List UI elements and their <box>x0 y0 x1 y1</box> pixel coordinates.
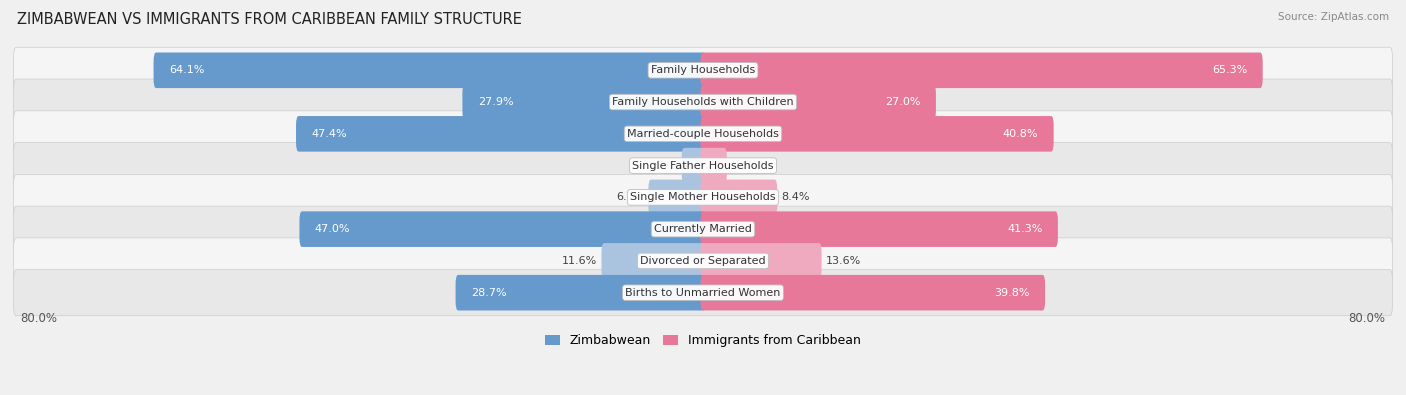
FancyBboxPatch shape <box>682 148 706 183</box>
Text: 64.1%: 64.1% <box>169 65 204 75</box>
Text: 6.1%: 6.1% <box>616 192 644 202</box>
Text: Births to Unmarried Women: Births to Unmarried Women <box>626 288 780 298</box>
FancyBboxPatch shape <box>14 47 1392 93</box>
FancyBboxPatch shape <box>700 148 727 183</box>
FancyBboxPatch shape <box>463 84 706 120</box>
FancyBboxPatch shape <box>700 211 1057 247</box>
Text: Divorced or Separated: Divorced or Separated <box>640 256 766 266</box>
Text: 27.9%: 27.9% <box>478 97 513 107</box>
Text: 28.7%: 28.7% <box>471 288 506 298</box>
FancyBboxPatch shape <box>700 243 821 279</box>
Text: Single Father Households: Single Father Households <box>633 161 773 171</box>
FancyBboxPatch shape <box>299 211 706 247</box>
FancyBboxPatch shape <box>14 206 1392 252</box>
Text: 11.6%: 11.6% <box>562 256 598 266</box>
FancyBboxPatch shape <box>297 116 706 152</box>
Legend: Zimbabwean, Immigrants from Caribbean: Zimbabwean, Immigrants from Caribbean <box>540 329 866 352</box>
FancyBboxPatch shape <box>14 270 1392 316</box>
FancyBboxPatch shape <box>648 180 706 215</box>
FancyBboxPatch shape <box>602 243 706 279</box>
FancyBboxPatch shape <box>14 79 1392 125</box>
FancyBboxPatch shape <box>700 84 936 120</box>
FancyBboxPatch shape <box>700 53 1263 88</box>
Text: 40.8%: 40.8% <box>1002 129 1038 139</box>
Text: 80.0%: 80.0% <box>1348 312 1385 325</box>
Text: Currently Married: Currently Married <box>654 224 752 234</box>
Text: Single Mother Households: Single Mother Households <box>630 192 776 202</box>
FancyBboxPatch shape <box>14 238 1392 284</box>
Text: 47.4%: 47.4% <box>311 129 347 139</box>
Text: 8.4%: 8.4% <box>782 192 810 202</box>
Text: Family Households: Family Households <box>651 65 755 75</box>
Text: Source: ZipAtlas.com: Source: ZipAtlas.com <box>1278 12 1389 22</box>
FancyBboxPatch shape <box>700 180 778 215</box>
Text: 2.5%: 2.5% <box>731 161 759 171</box>
FancyBboxPatch shape <box>14 143 1392 189</box>
Text: 13.6%: 13.6% <box>825 256 860 266</box>
FancyBboxPatch shape <box>14 111 1392 157</box>
Text: 41.3%: 41.3% <box>1007 224 1043 234</box>
Text: 65.3%: 65.3% <box>1212 65 1247 75</box>
Text: ZIMBABWEAN VS IMMIGRANTS FROM CARIBBEAN FAMILY STRUCTURE: ZIMBABWEAN VS IMMIGRANTS FROM CARIBBEAN … <box>17 12 522 27</box>
Text: 80.0%: 80.0% <box>21 312 58 325</box>
Text: 47.0%: 47.0% <box>315 224 350 234</box>
Text: Married-couple Households: Married-couple Households <box>627 129 779 139</box>
Text: Family Households with Children: Family Households with Children <box>612 97 794 107</box>
Text: 39.8%: 39.8% <box>994 288 1029 298</box>
Text: 2.2%: 2.2% <box>650 161 678 171</box>
FancyBboxPatch shape <box>14 174 1392 220</box>
FancyBboxPatch shape <box>700 116 1053 152</box>
FancyBboxPatch shape <box>456 275 706 310</box>
FancyBboxPatch shape <box>153 53 706 88</box>
FancyBboxPatch shape <box>700 275 1045 310</box>
Text: 27.0%: 27.0% <box>884 97 921 107</box>
